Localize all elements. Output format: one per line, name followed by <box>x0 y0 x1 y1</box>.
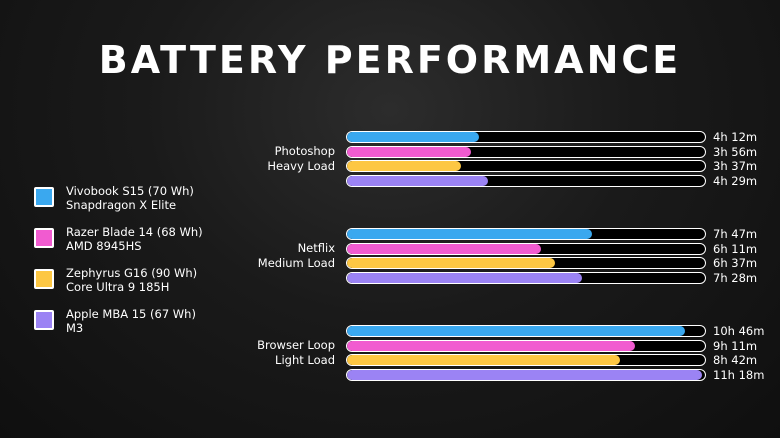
bar <box>347 146 471 157</box>
legend-name: Vivobook S15 (70 Wh) <box>66 184 194 198</box>
group-label-line1: Browser Loop <box>257 338 335 352</box>
bar-track <box>346 257 706 269</box>
legend-chip: Snapdragon X Elite <box>66 198 177 212</box>
bar-track <box>346 242 706 255</box>
group-label: Netflix Medium Load <box>0 241 335 271</box>
bar-value-label: 4h 12m <box>713 130 758 144</box>
bar-value-label: 7h 28m <box>713 270 758 285</box>
group-label: Browser Loop Light Load <box>0 338 335 368</box>
bar-track <box>346 354 706 366</box>
legend-swatch <box>34 187 54 207</box>
legend-swatch <box>34 269 54 289</box>
bar-track <box>346 160 706 172</box>
legend-name: Razer Blade 14 (68 Wh) <box>66 225 203 239</box>
bar-track <box>346 228 706 240</box>
group-label-line1: Photoshop <box>274 144 335 158</box>
legend-name: Zephyrus G16 (90 Wh) <box>66 266 198 280</box>
legend-chip: Core Ultra 9 185H <box>66 280 170 294</box>
bar <box>347 355 621 365</box>
bar <box>347 229 592 239</box>
legend-swatch <box>34 228 54 248</box>
bar-value-label: 11h 18m <box>713 367 765 382</box>
bar <box>347 369 702 380</box>
bar <box>347 243 542 254</box>
bar-value-label: 4h 29m <box>713 173 758 188</box>
group-label-line2: Medium Load <box>257 256 335 270</box>
bar-track <box>346 271 706 284</box>
legend-swatch <box>34 310 54 330</box>
bar-value-label: 10h 46m <box>713 324 765 338</box>
group-label: Photoshop Heavy Load <box>0 144 335 174</box>
group-label-line2: Heavy Load <box>267 159 335 173</box>
group-label-line2: Light Load <box>275 353 335 367</box>
bar <box>347 161 461 171</box>
bar <box>347 175 488 186</box>
bar-track <box>346 174 706 187</box>
bar-value-label: 8h 42m <box>713 353 758 367</box>
legend-chip: AMD 8945HS <box>66 239 142 253</box>
bar <box>347 340 636 351</box>
bar-track <box>346 325 706 337</box>
bar-value-label: 9h 11m <box>713 338 758 353</box>
bar-track <box>346 368 706 381</box>
bar <box>347 258 555 268</box>
bar-value-label: 3h 56m <box>713 144 758 159</box>
bar-track <box>346 339 706 352</box>
bar <box>347 326 686 336</box>
legend-chip: M3 <box>66 321 84 335</box>
bar-track <box>346 131 706 143</box>
group-label-line1: Netflix <box>297 241 335 255</box>
chart-title: BATTERY PERFORMANCE <box>98 38 682 82</box>
bar <box>347 132 479 142</box>
legend-name: Apple MBA 15 (67 Wh) <box>66 307 196 321</box>
bar-value-label: 6h 37m <box>713 256 758 270</box>
bar-value-label: 3h 37m <box>713 159 758 173</box>
bar-value-label: 7h 47m <box>713 227 758 241</box>
bar-track <box>346 145 706 158</box>
bar <box>347 272 582 283</box>
bar-value-label: 6h 11m <box>713 241 758 256</box>
